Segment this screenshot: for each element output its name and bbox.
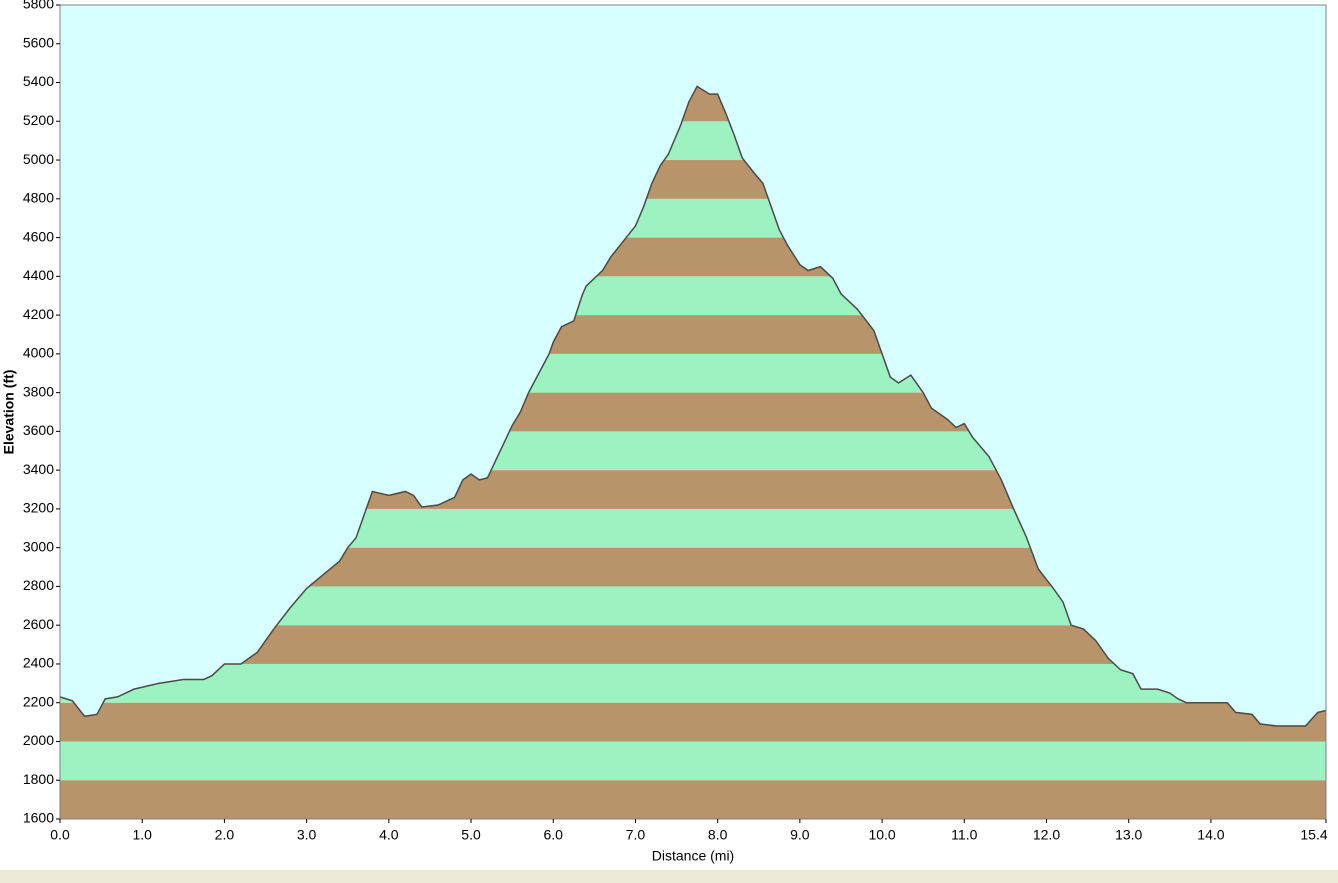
y-tick-label: 1800 [23, 771, 54, 787]
y-tick-label: 3200 [23, 500, 54, 516]
y-tick-label: 1600 [23, 810, 54, 826]
y-tick-label: 4000 [23, 345, 54, 361]
y-axis-label: Elevation (ft) [1, 370, 17, 455]
y-tick-label: 5000 [23, 151, 54, 167]
x-tick-label: 14.0 [1197, 827, 1224, 843]
y-tick-label: 5800 [23, 0, 54, 12]
x-tick-label: 11.0 [951, 827, 977, 843]
x-tick-label: 1.0 [132, 827, 152, 843]
x-tick-label: 9.0 [790, 827, 810, 843]
x-axis-label: Distance (mi) [652, 848, 734, 864]
y-tick-label: 2400 [23, 655, 54, 671]
x-tick-label: 15.4 [1300, 827, 1327, 843]
elevation-band [60, 741, 1326, 781]
elevation-line [59, 85, 1327, 727]
y-tick-label: 2800 [23, 577, 54, 593]
y-tick-label: 3000 [23, 538, 54, 554]
x-tick-label: 0.0 [50, 827, 70, 843]
y-tick-label: 2600 [23, 616, 54, 632]
y-tick-label: 2000 [23, 732, 54, 748]
plot-frame [59, 4, 1327, 820]
y-tick-label: 4800 [23, 190, 54, 206]
y-tick-label: 5200 [23, 112, 54, 128]
x-tick-label: 10.0 [868, 827, 895, 843]
x-tick-label: 8.0 [708, 827, 728, 843]
x-tick-label: 2.0 [215, 827, 235, 843]
y-tick-label: 5600 [23, 34, 54, 50]
x-tick-label: 3.0 [297, 827, 317, 843]
y-tick-label: 5400 [23, 73, 54, 89]
x-tick-label: 5.0 [461, 827, 481, 843]
y-tick-label: 3400 [23, 461, 54, 477]
y-tick-label: 3600 [23, 422, 54, 438]
elevation-band [60, 780, 1326, 819]
x-tick-label: 12.0 [1033, 827, 1060, 843]
y-tick-label: 4600 [23, 228, 54, 244]
x-tick-label: 4.0 [379, 827, 399, 843]
y-tick-label: 4400 [23, 267, 54, 283]
status-strip [0, 870, 1338, 883]
y-tick-label: 2200 [23, 693, 54, 709]
x-tick-label: 13.0 [1115, 827, 1142, 843]
x-tick-label: 6.0 [544, 827, 564, 843]
y-tick-label: 3800 [23, 383, 54, 399]
elevation-band [60, 663, 1326, 703]
x-tick-label: 7.0 [626, 827, 646, 843]
elevation-band [60, 702, 1326, 742]
y-tick-label: 4200 [23, 306, 54, 322]
